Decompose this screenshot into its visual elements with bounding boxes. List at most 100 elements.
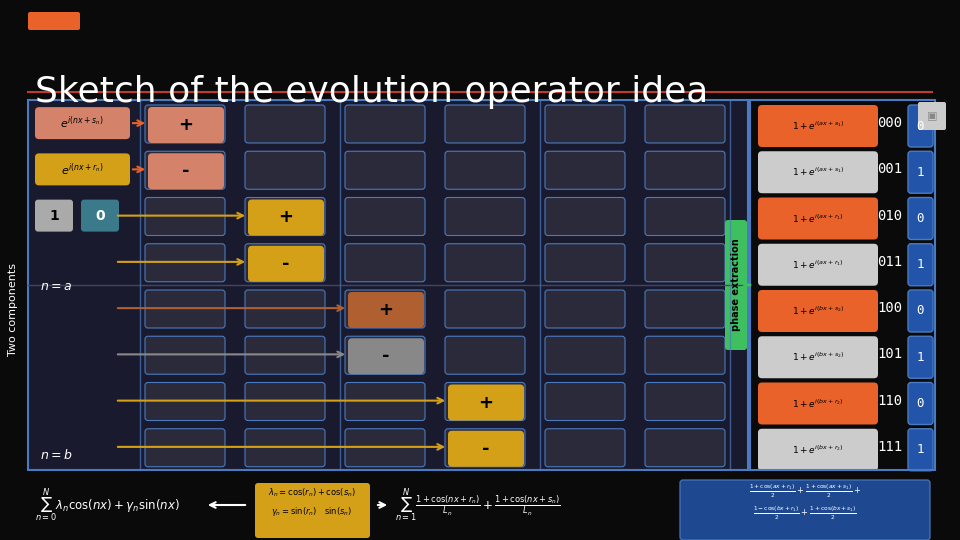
- FancyBboxPatch shape: [645, 244, 725, 282]
- Text: 110: 110: [877, 394, 902, 408]
- Text: 0: 0: [916, 397, 924, 410]
- Text: $1 + e^{i(bx+s_2)}$: $1 + e^{i(bx+s_2)}$: [792, 351, 844, 363]
- Text: 101: 101: [877, 347, 902, 361]
- Text: 1: 1: [916, 351, 924, 364]
- FancyBboxPatch shape: [758, 244, 878, 286]
- FancyBboxPatch shape: [918, 102, 946, 130]
- FancyBboxPatch shape: [245, 382, 325, 421]
- FancyBboxPatch shape: [758, 290, 878, 332]
- FancyBboxPatch shape: [758, 336, 878, 378]
- FancyBboxPatch shape: [445, 244, 525, 282]
- FancyBboxPatch shape: [908, 151, 933, 193]
- FancyBboxPatch shape: [245, 198, 325, 235]
- FancyBboxPatch shape: [145, 429, 225, 467]
- FancyBboxPatch shape: [448, 384, 524, 421]
- FancyBboxPatch shape: [545, 244, 625, 282]
- Text: +: +: [179, 116, 194, 134]
- Text: $\frac{1-\cos(bx+r_1)}{2} + \frac{1+\cos(bx+s_1)}{2}$: $\frac{1-\cos(bx+r_1)}{2} + \frac{1+\cos…: [753, 504, 857, 522]
- Text: +: +: [278, 208, 294, 226]
- Text: 1: 1: [916, 258, 924, 271]
- FancyBboxPatch shape: [645, 290, 725, 328]
- Text: $1 + e^{i(ax+r_1)}$: $1 + e^{i(ax+r_1)}$: [792, 259, 844, 271]
- FancyBboxPatch shape: [345, 105, 425, 143]
- Text: $1 + e^{i(bx+s_2)}$: $1 + e^{i(bx+s_2)}$: [792, 305, 844, 317]
- Text: phase extraction: phase extraction: [731, 239, 741, 332]
- Text: -: -: [182, 162, 190, 180]
- FancyBboxPatch shape: [908, 198, 933, 240]
- FancyBboxPatch shape: [345, 198, 425, 235]
- FancyBboxPatch shape: [645, 151, 725, 189]
- FancyBboxPatch shape: [445, 105, 525, 143]
- FancyBboxPatch shape: [680, 480, 930, 540]
- Text: 000: 000: [877, 116, 902, 130]
- Text: $n = b$: $n = b$: [40, 448, 73, 462]
- FancyBboxPatch shape: [145, 151, 225, 189]
- FancyBboxPatch shape: [908, 429, 933, 471]
- FancyBboxPatch shape: [545, 105, 625, 143]
- FancyBboxPatch shape: [28, 12, 80, 30]
- FancyBboxPatch shape: [145, 105, 225, 143]
- Text: -: -: [382, 347, 390, 365]
- FancyBboxPatch shape: [248, 199, 324, 235]
- FancyBboxPatch shape: [758, 105, 878, 147]
- Text: $\lambda_n = \cos(r_n) + \cos(s_n)$: $\lambda_n = \cos(r_n) + \cos(s_n)$: [268, 487, 356, 500]
- FancyBboxPatch shape: [725, 220, 747, 350]
- Text: 1: 1: [916, 443, 924, 456]
- Text: $1 + e^{i(ax+s_1)}$: $1 + e^{i(ax+s_1)}$: [792, 166, 844, 178]
- Text: 111: 111: [877, 440, 902, 454]
- FancyBboxPatch shape: [445, 429, 525, 467]
- FancyBboxPatch shape: [645, 105, 725, 143]
- Text: +: +: [478, 394, 493, 411]
- Text: $\frac{1+\cos(ax+r_1)}{2} + \frac{1+\cos(ax+s_1)}{2} +$: $\frac{1+\cos(ax+r_1)}{2} + \frac{1+\cos…: [749, 482, 861, 500]
- FancyBboxPatch shape: [345, 151, 425, 189]
- Text: 100: 100: [877, 301, 902, 315]
- Text: ▣: ▣: [926, 111, 937, 121]
- Text: 0: 0: [916, 212, 924, 225]
- FancyBboxPatch shape: [445, 382, 525, 421]
- Text: -: -: [282, 255, 290, 273]
- FancyBboxPatch shape: [145, 244, 225, 282]
- Text: $1 + e^{i(bx+r_2)}$: $1 + e^{i(bx+r_2)}$: [792, 443, 844, 456]
- FancyBboxPatch shape: [445, 198, 525, 235]
- FancyBboxPatch shape: [758, 151, 878, 193]
- FancyBboxPatch shape: [245, 336, 325, 374]
- FancyBboxPatch shape: [255, 483, 370, 538]
- FancyBboxPatch shape: [445, 336, 525, 374]
- FancyBboxPatch shape: [345, 382, 425, 421]
- FancyBboxPatch shape: [345, 290, 425, 328]
- Text: 0: 0: [95, 208, 105, 222]
- FancyBboxPatch shape: [35, 107, 130, 139]
- FancyBboxPatch shape: [348, 338, 424, 374]
- Text: $\gamma_n = \sin(r_n) \quad \sin(s_n)$: $\gamma_n = \sin(r_n) \quad \sin(s_n)$: [272, 504, 352, 517]
- FancyBboxPatch shape: [908, 105, 933, 147]
- FancyBboxPatch shape: [345, 429, 425, 467]
- FancyBboxPatch shape: [545, 336, 625, 374]
- Text: 0: 0: [916, 119, 924, 132]
- Text: Sketch of the evolution operator idea: Sketch of the evolution operator idea: [35, 75, 708, 109]
- FancyBboxPatch shape: [645, 198, 725, 235]
- FancyBboxPatch shape: [345, 336, 425, 374]
- Text: $1 + e^{i(ax+r_1)}$: $1 + e^{i(ax+r_1)}$: [792, 212, 844, 225]
- FancyBboxPatch shape: [148, 107, 224, 143]
- FancyBboxPatch shape: [145, 382, 225, 421]
- FancyBboxPatch shape: [908, 336, 933, 378]
- FancyBboxPatch shape: [145, 198, 225, 235]
- FancyBboxPatch shape: [148, 153, 224, 189]
- Text: $\sum_{n=0}^{N} \lambda_n \cos(nx) + \gamma_n \sin(nx)$: $\sum_{n=0}^{N} \lambda_n \cos(nx) + \ga…: [35, 487, 180, 524]
- FancyBboxPatch shape: [348, 292, 424, 328]
- FancyBboxPatch shape: [645, 429, 725, 467]
- FancyBboxPatch shape: [758, 429, 878, 471]
- FancyBboxPatch shape: [758, 198, 878, 240]
- FancyBboxPatch shape: [445, 151, 525, 189]
- FancyBboxPatch shape: [645, 336, 725, 374]
- Text: Two components: Two components: [8, 264, 18, 356]
- FancyBboxPatch shape: [445, 290, 525, 328]
- Bar: [750, 100, 935, 470]
- FancyBboxPatch shape: [345, 244, 425, 282]
- FancyBboxPatch shape: [545, 382, 625, 421]
- Text: -: -: [482, 440, 490, 458]
- FancyBboxPatch shape: [908, 244, 933, 286]
- FancyBboxPatch shape: [35, 200, 73, 232]
- Text: 0: 0: [916, 305, 924, 318]
- FancyBboxPatch shape: [908, 382, 933, 424]
